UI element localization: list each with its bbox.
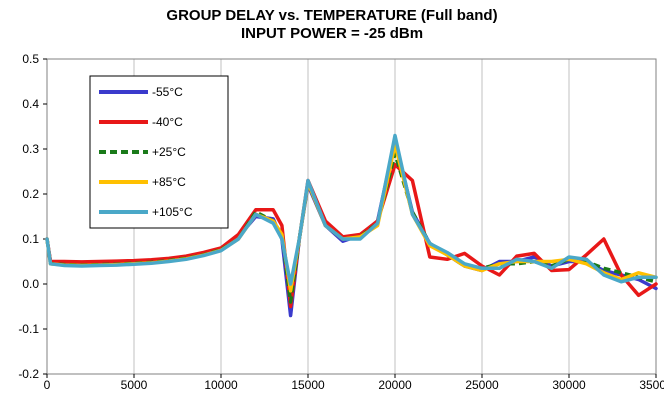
x-tick-label: 5000 bbox=[121, 378, 148, 392]
chart-subtitle: INPUT POWER = -25 dBm bbox=[240, 25, 424, 42]
series-line-5 bbox=[45, 133, 658, 286]
x-tick-label: 25000 bbox=[465, 378, 499, 392]
legend-label: +85°C bbox=[152, 175, 186, 189]
legend-label: -40°C bbox=[152, 115, 183, 129]
plot-area bbox=[46, 58, 657, 375]
x-tick-label: 10000 bbox=[204, 378, 238, 392]
legend-label: +105°C bbox=[152, 205, 193, 219]
x-tick-label: 0 bbox=[44, 378, 51, 392]
x-tick-label: 15000 bbox=[291, 378, 325, 392]
legend-label: -55°C bbox=[152, 85, 183, 99]
x-tick-label: 35000 bbox=[639, 378, 664, 392]
y-tick-label: 0.5 bbox=[22, 52, 39, 66]
y-tick-label: 0.2 bbox=[22, 187, 39, 201]
x-tick-label: 20000 bbox=[378, 378, 412, 392]
y-tick-label: 0.4 bbox=[22, 97, 39, 111]
y-tick-label: -0.1 bbox=[18, 322, 39, 336]
x-tick-label: 30000 bbox=[552, 378, 586, 392]
chart-title: GROUP DELAY vs. TEMPERATURE (Full band) bbox=[166, 7, 498, 24]
y-tick-label: -0.2 bbox=[18, 367, 39, 381]
y-tick-label: 0.1 bbox=[22, 232, 39, 246]
y-tick-label: 0.3 bbox=[22, 142, 39, 156]
legend-label: +25°C bbox=[152, 145, 186, 159]
y-tick-label: 0.0 bbox=[22, 277, 39, 291]
